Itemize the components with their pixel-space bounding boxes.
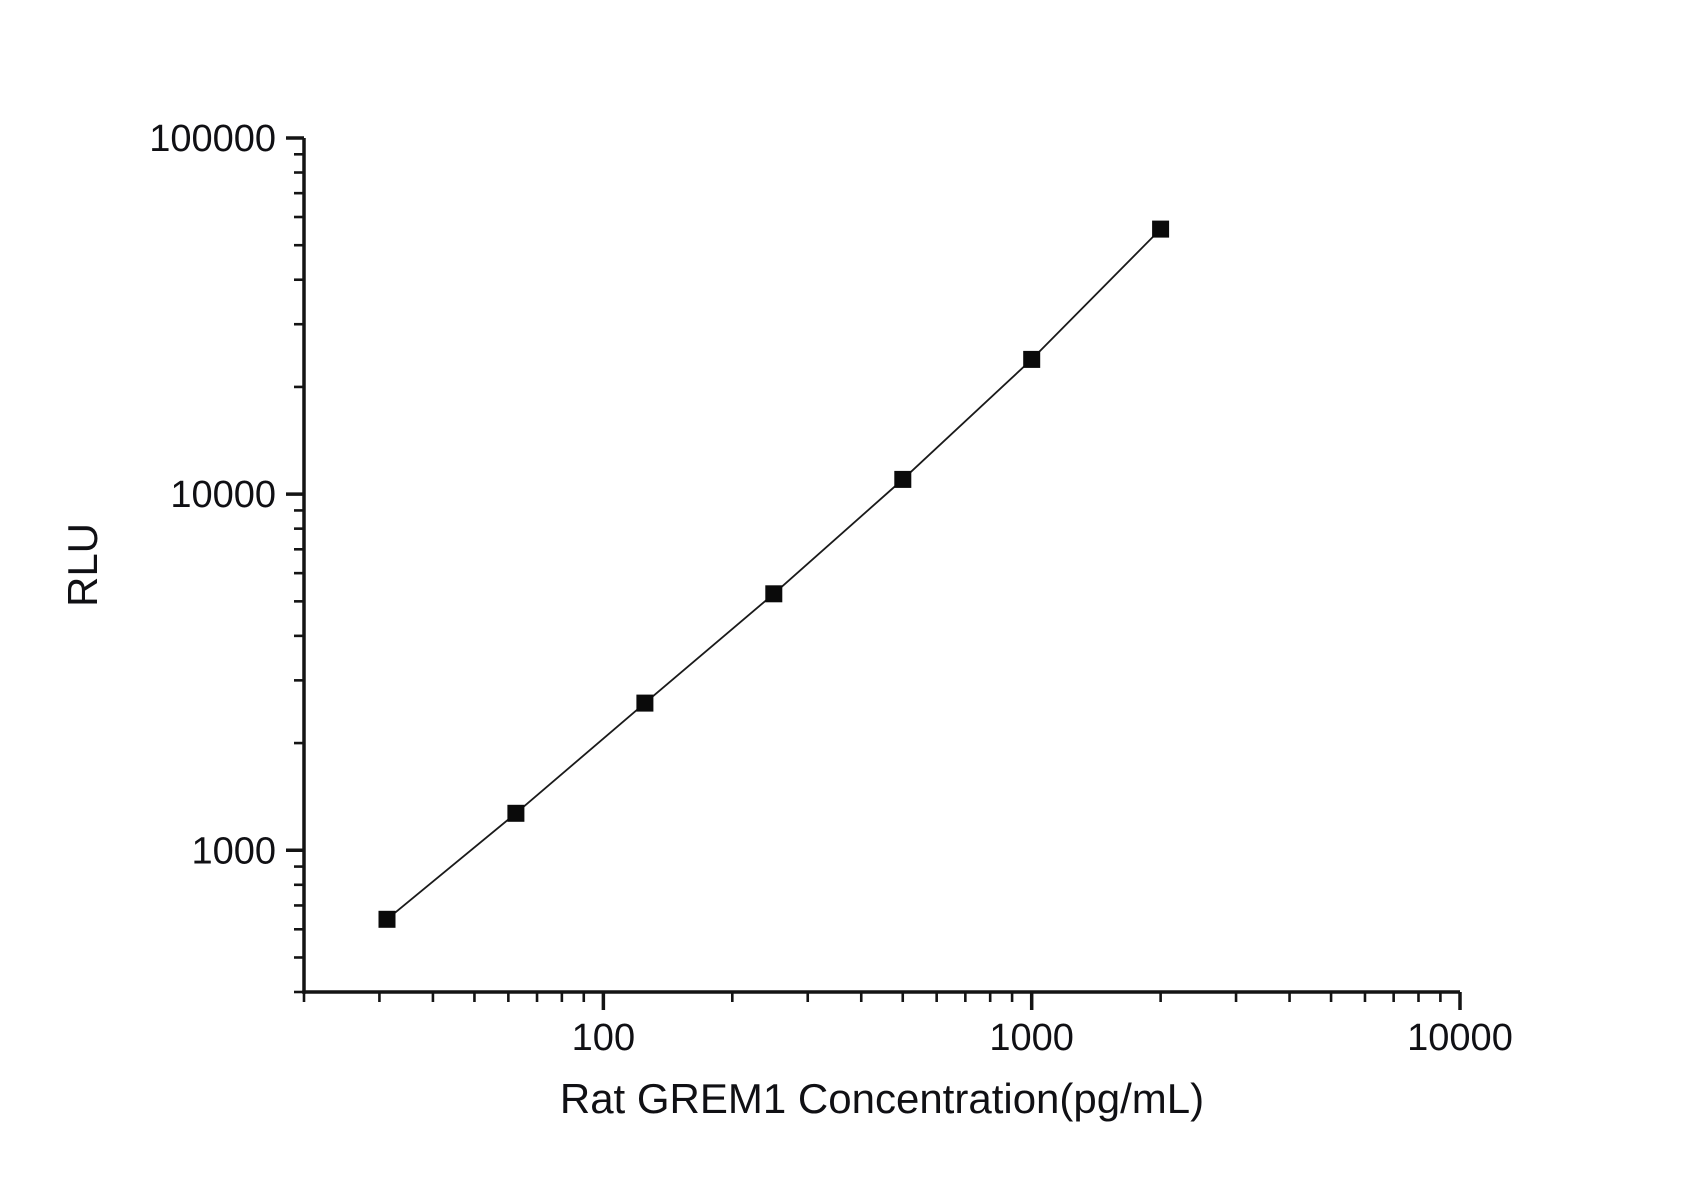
data-point-marker xyxy=(765,585,783,603)
series-line xyxy=(386,228,1162,920)
x-tick-label: 10000 xyxy=(1407,1017,1513,1059)
axes xyxy=(302,138,1460,994)
x-tick-label: 100 xyxy=(572,1017,635,1059)
axis-ticks xyxy=(286,136,1462,1010)
x-axis-title: Rat GREM1 Concentration(pg/mL) xyxy=(560,1075,1204,1122)
y-tick-label: 1000 xyxy=(191,830,276,872)
data-point-marker xyxy=(1152,220,1170,238)
data-series xyxy=(378,220,1170,928)
data-point-marker xyxy=(636,694,654,712)
y-axis-title: RLU xyxy=(59,523,106,607)
y-tick-label: 100000 xyxy=(149,118,276,160)
data-point-marker xyxy=(507,804,525,822)
y-tick-label: 10000 xyxy=(170,474,276,516)
data-point-marker xyxy=(378,910,396,928)
data-point-marker xyxy=(1023,350,1041,368)
data-point-marker xyxy=(894,470,912,488)
tick-labels: 100 1000 10000 1000 10000 100000 xyxy=(149,118,1513,1059)
x-tick-label: 1000 xyxy=(989,1017,1074,1059)
